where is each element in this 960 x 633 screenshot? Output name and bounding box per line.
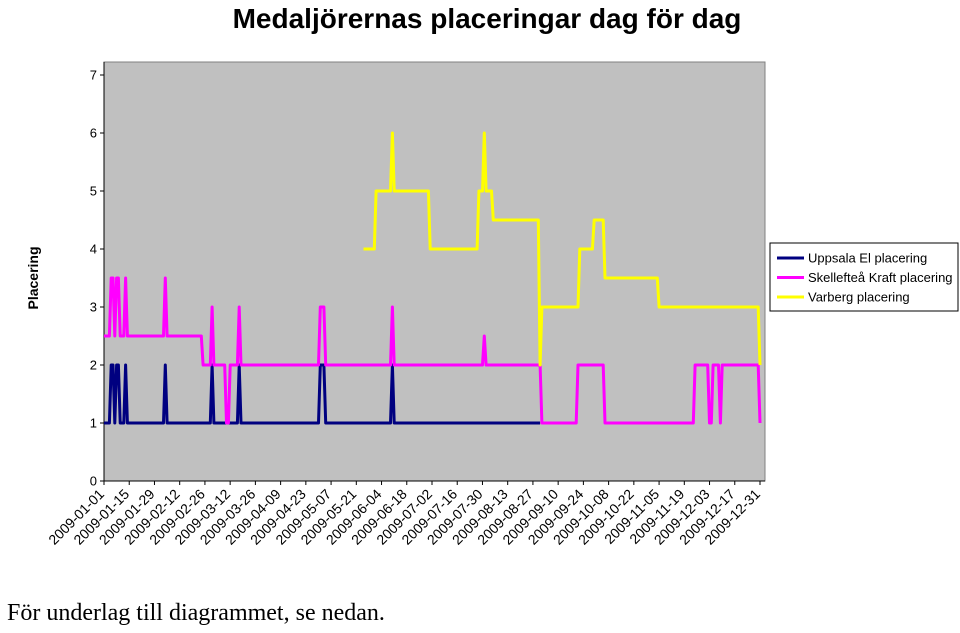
plot-area — [103, 61, 766, 482]
y-tick-label: 1 — [90, 416, 97, 431]
legend-item: Varberg placering — [777, 290, 910, 305]
chart-title: Medaljörernas placeringar dag för dag — [233, 3, 742, 34]
series-line-skelleftea-kraft-placering — [104, 276, 762, 425]
series-lines — [104, 131, 762, 425]
legend-item: Uppsala El placering — [777, 251, 927, 266]
y-tick-label: 3 — [90, 300, 97, 315]
series-line-varberg-placering — [363, 131, 762, 367]
y-tick-label: 0 — [90, 474, 97, 489]
x-axis: 2009-01-012009-01-152009-01-292009-02-12… — [45, 480, 765, 548]
legend-item: Skellefteå Kraft placering — [777, 270, 953, 285]
legend-label: Varberg placering — [808, 290, 910, 305]
y-tick-label: 5 — [90, 184, 97, 199]
y-axis-label: Placering — [25, 246, 41, 309]
footer-note: För underlag till diagrammet, se nedan. — [7, 600, 385, 626]
y-tick-label: 7 — [90, 68, 97, 83]
series-line-uppsala-el-placering — [104, 363, 541, 425]
y-tick-label: 4 — [90, 242, 97, 257]
y-axis: 0 1 2 3 4 5 6 7 — [90, 62, 105, 489]
legend: Uppsala El placering Skellefteå Kraft pla… — [769, 242, 959, 312]
y-tick-label: 6 — [90, 126, 97, 141]
y-tick-label: 2 — [90, 358, 97, 373]
legend-label: Uppsala El placering — [808, 251, 927, 266]
legend-label: Skellefteå Kraft placering — [808, 270, 953, 285]
